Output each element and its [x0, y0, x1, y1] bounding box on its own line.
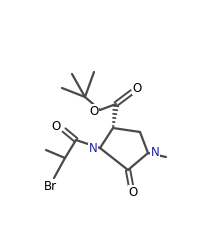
Text: Br: Br: [43, 180, 57, 194]
Text: O: O: [128, 185, 138, 199]
Text: N: N: [89, 142, 97, 156]
Text: O: O: [132, 81, 142, 94]
Text: N: N: [151, 147, 159, 159]
Text: O: O: [89, 104, 99, 118]
Text: O: O: [51, 120, 61, 134]
